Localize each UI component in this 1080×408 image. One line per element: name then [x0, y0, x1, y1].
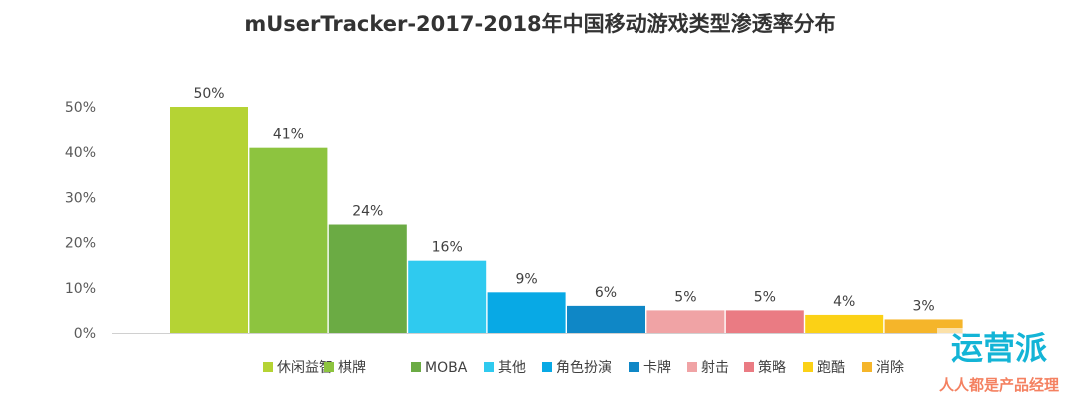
y-tick-label: 20% [65, 236, 96, 252]
legend-label: 射击 [701, 360, 729, 376]
chart-title: mUserTracker-2017-2018年中国移动游戏类型渗透率分布 [244, 12, 836, 36]
legend-swatch [862, 362, 872, 372]
bar-value-label: 5% [754, 289, 776, 305]
legend-item: 角色扮演 [542, 359, 612, 376]
bar [805, 314, 884, 333]
bar-value-label: 24% [352, 204, 383, 220]
legend-swatch [411, 362, 421, 372]
legend-label: 角色扮演 [556, 359, 612, 376]
bar-value-label: 9% [515, 271, 537, 287]
legend-label: 消除 [876, 360, 904, 376]
watermark-text-bottom: 人人都是产品经理 [939, 376, 1059, 394]
bar-value-label: 16% [432, 240, 463, 256]
legend-swatch [744, 362, 754, 372]
legend-label: 卡牌 [643, 359, 671, 376]
bar-labels: 50% 41% 24% 16% 9% 6% 5% 5% 4% 3% [193, 86, 934, 314]
y-tick-label: 30% [65, 190, 96, 206]
legend-label: MOBA [425, 360, 468, 376]
bar-value-label: 4% [833, 294, 855, 310]
bars [170, 107, 963, 333]
legend-item: 棋牌 [324, 359, 366, 376]
y-tick-label: 40% [65, 145, 96, 161]
legend-swatch [629, 362, 639, 372]
bar [646, 310, 725, 333]
bar [567, 305, 645, 333]
legend-item: 休闲益智 [263, 360, 333, 376]
bar-value-label: 3% [912, 298, 934, 314]
legend: 休闲益智 棋牌 MOBA 其他 角色扮演 卡牌 射击 策略 跑酷 消除 [263, 359, 904, 376]
legend-swatch [542, 362, 552, 372]
legend-swatch [803, 362, 813, 372]
y-tick-label: 0% [74, 326, 96, 342]
legend-item: 跑酷 [803, 360, 845, 376]
legend-swatch [263, 362, 273, 372]
legend-swatch [484, 362, 494, 372]
legend-item: 策略 [744, 359, 786, 376]
legend-label: 棋牌 [338, 359, 366, 376]
bar [487, 292, 566, 333]
y-axis: 0% 10% 20% 30% 40% 50% [65, 100, 96, 342]
bar-value-label: 5% [674, 289, 696, 305]
bar-value-label: 41% [273, 127, 304, 143]
legend-label: 跑酷 [817, 360, 845, 376]
watermark-logo: 运营派 人人都是产品经理 [937, 328, 1061, 394]
bar [249, 147, 328, 333]
legend-item: MOBA [411, 360, 468, 376]
bar [328, 224, 407, 333]
y-tick-label: 10% [65, 281, 96, 297]
legend-label: 其他 [498, 360, 526, 376]
legend-swatch [687, 362, 697, 372]
legend-label: 策略 [758, 359, 786, 376]
watermark-text-top: 运营派 [951, 329, 1047, 367]
bar-value-label: 6% [595, 285, 617, 301]
bar [725, 310, 804, 333]
legend-item: 消除 [862, 360, 904, 376]
legend-item: 其他 [484, 360, 526, 376]
legend-label: 休闲益智 [277, 360, 333, 376]
bar-value-label: 50% [193, 86, 224, 102]
bar [408, 260, 487, 333]
legend-item: 卡牌 [629, 359, 671, 376]
legend-item: 射击 [687, 360, 729, 376]
bar [170, 107, 248, 333]
y-tick-label: 50% [65, 100, 96, 116]
legend-swatch [324, 362, 334, 372]
